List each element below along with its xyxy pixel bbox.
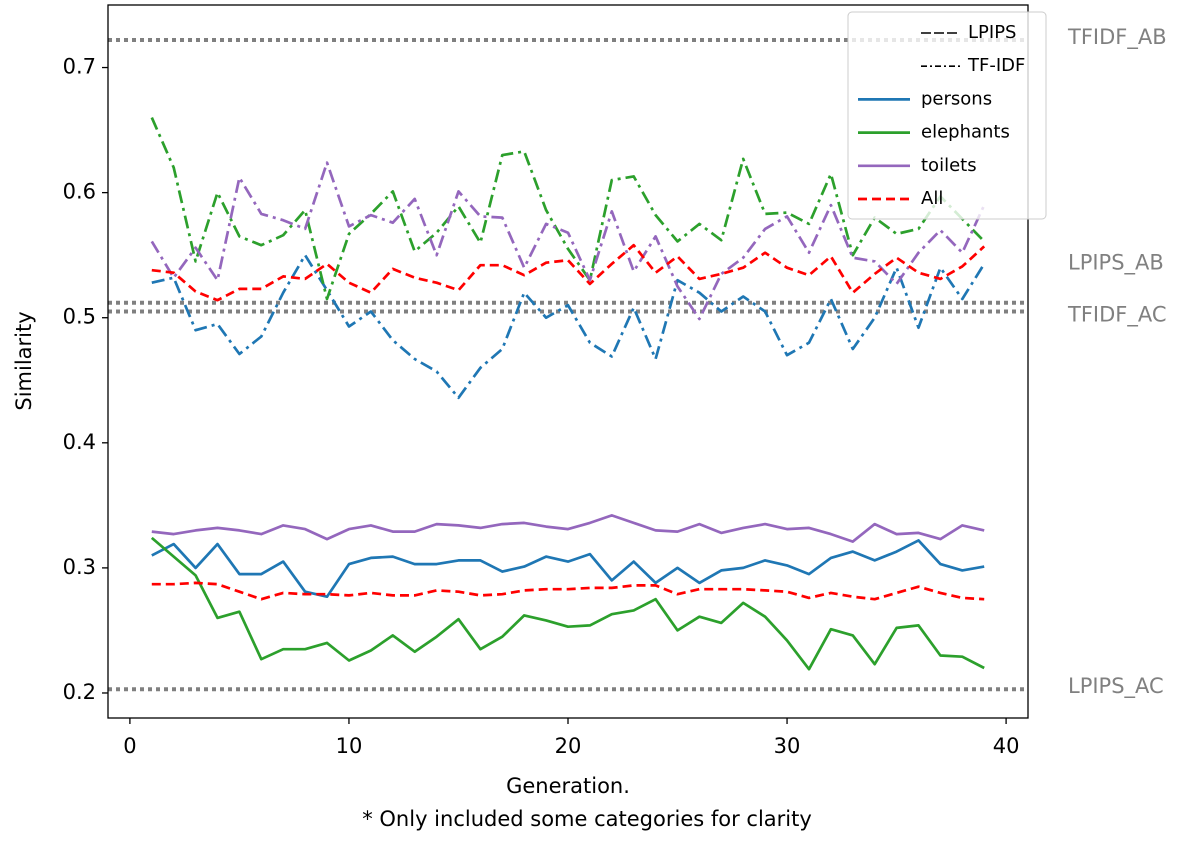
y-axis: 0.2 0.3 0.4 0.5 0.6 0.7: [63, 55, 108, 704]
legend-label-lpips: LPIPS: [968, 22, 1016, 43]
x-tick-label: 0: [123, 734, 136, 758]
y-tick-label: 0.6: [63, 180, 96, 204]
reference-label-lpips-ab: LPIPS_AB: [1068, 251, 1164, 276]
series-toilets-tf-idf: [150, 161, 986, 321]
y-tick-label: 0.7: [63, 55, 96, 79]
legend-label-persons: persons: [921, 88, 992, 109]
y-axis-label: Similarity: [12, 311, 36, 410]
x-axis: 0 10 20 30 40: [123, 718, 1019, 758]
series-toilets-lpips: [151, 514, 985, 543]
reference-lines: [108, 38, 1028, 692]
reference-line-labels: TFIDF_AB LPIPS_AB TFIDF_AC LPIPS_AC: [1067, 25, 1167, 699]
series-persons-lpips: [151, 539, 985, 599]
legend-box: [847, 11, 1047, 220]
series-elephants-lpips: [150, 536, 985, 671]
y-tick-label: 0.2: [63, 680, 96, 704]
series-all-lpips: [151, 581, 985, 601]
x-tick-label: 10: [336, 734, 363, 758]
x-tick-label: 40: [993, 734, 1020, 758]
y-tick-label: 0.3: [63, 555, 96, 579]
series-lines: [150, 117, 986, 671]
series-all-tf-idf: [151, 243, 986, 302]
legend-label-elephants: elephants: [921, 122, 1010, 143]
legend-label-toilets: toilets: [921, 155, 977, 176]
y-tick-label: 0.5: [63, 305, 96, 329]
x-tick-label: 20: [555, 734, 582, 758]
chart-caption: * Only included some categories for clar…: [362, 807, 812, 831]
y-tick-label: 0.4: [63, 430, 96, 454]
reference-label-tfidf-ab: TFIDF_AB: [1067, 25, 1167, 50]
legend-label-tf-idf: TF-IDF: [967, 55, 1025, 76]
reference-label-lpips-ac: LPIPS_AC: [1068, 674, 1164, 699]
reference-label-tfidf-ac: TFIDF_AC: [1067, 302, 1167, 327]
series-elephants-tf-idf: [150, 117, 986, 301]
legend-label-all: All: [921, 188, 943, 209]
x-axis-label: Generation.: [506, 774, 630, 798]
x-tick-label: 30: [774, 734, 801, 758]
series-persons-tf-idf: [151, 253, 986, 400]
legend: LPIPS TF-IDF persons elephants toilets All: [847, 11, 1047, 220]
